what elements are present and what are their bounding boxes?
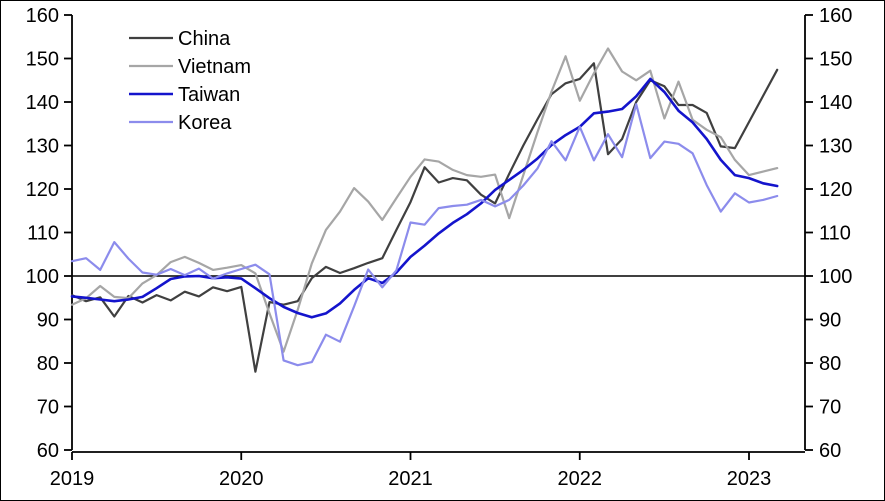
y-tick-label-right: 120 bbox=[819, 179, 852, 201]
series-line-taiwan bbox=[70, 77, 779, 319]
x-tick-label: 2022 bbox=[558, 468, 603, 490]
y-tick-label-left: 160 bbox=[26, 5, 59, 27]
series-line-china bbox=[70, 62, 779, 373]
y-tick-label-left: 120 bbox=[26, 179, 59, 201]
y-tick-label-left: 100 bbox=[26, 266, 59, 288]
y-tick-label-right: 100 bbox=[819, 266, 852, 288]
y-tick-label-left: 130 bbox=[26, 136, 59, 158]
y-tick-label-right: 70 bbox=[819, 397, 841, 419]
x-tick-label: 2021 bbox=[388, 468, 433, 490]
y-tick-label-right: 160 bbox=[819, 5, 852, 27]
y-tick-label-right: 60 bbox=[819, 440, 841, 462]
y-tick-label-right: 150 bbox=[819, 49, 852, 71]
x-tick-label: 2023 bbox=[727, 468, 772, 490]
series-line-vietnam bbox=[70, 47, 779, 353]
legend-label-taiwan: Taiwan bbox=[178, 84, 240, 106]
y-tick-label-left: 90 bbox=[37, 310, 59, 332]
y-tick-label-right: 110 bbox=[819, 223, 851, 245]
y-tick-label-right: 80 bbox=[819, 353, 841, 375]
x-tick-label: 2020 bbox=[219, 468, 264, 490]
y-tick-label-left: 70 bbox=[37, 397, 59, 419]
y-tick-label-left: 60 bbox=[37, 440, 59, 462]
y-tick-label-left: 80 bbox=[37, 353, 59, 375]
series-line-korea bbox=[70, 103, 779, 367]
x-tick-label: 2019 bbox=[50, 468, 95, 490]
y-tick-label-right: 140 bbox=[819, 92, 852, 114]
y-tick-label-left: 150 bbox=[26, 49, 59, 71]
y-tick-label-left: 110 bbox=[27, 223, 59, 245]
legend-label-vietnam: Vietnam bbox=[178, 56, 251, 78]
y-tick-label-right: 90 bbox=[819, 310, 841, 332]
y-tick-label-left: 140 bbox=[26, 92, 59, 114]
legend-label-korea: Korea bbox=[178, 112, 232, 134]
legend-label-china: China bbox=[178, 28, 231, 50]
y-tick-label-right: 130 bbox=[819, 136, 852, 158]
